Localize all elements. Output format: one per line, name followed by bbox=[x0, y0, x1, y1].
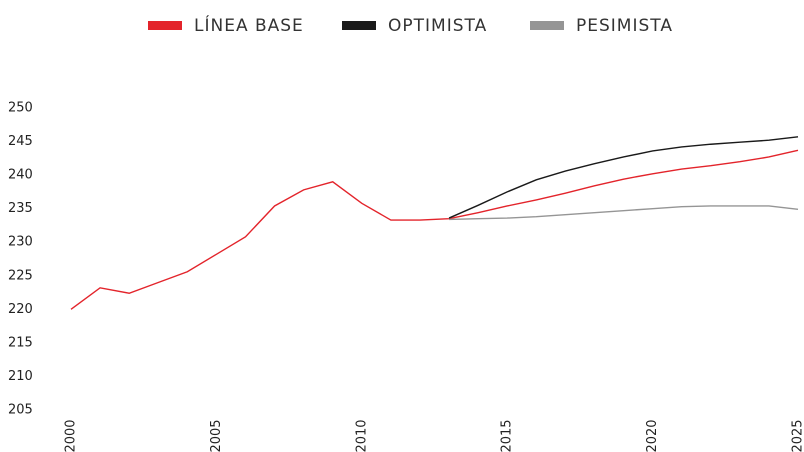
y-tick-label: 230 bbox=[8, 235, 33, 250]
legend-label: OPTIMISTA bbox=[388, 16, 487, 36]
x-tick-label: 2020 bbox=[645, 419, 660, 452]
legend-swatch bbox=[148, 21, 182, 30]
legend-swatch bbox=[342, 21, 376, 30]
legend-swatch bbox=[530, 21, 564, 30]
y-tick-label: 215 bbox=[8, 335, 33, 350]
legend-label: PESIMISTA bbox=[576, 16, 673, 36]
y-tick-label: 210 bbox=[8, 369, 33, 384]
line-series bbox=[449, 205, 799, 221]
y-tick-label: 220 bbox=[8, 302, 33, 317]
legend-label: LÍNEA BASE bbox=[194, 14, 304, 36]
x-tick-label: 2005 bbox=[209, 419, 224, 452]
y-tick-label: 205 bbox=[8, 403, 33, 418]
x-tick-label: 2015 bbox=[500, 419, 515, 452]
x-tick-label: 2010 bbox=[354, 419, 369, 452]
line-series bbox=[70, 149, 799, 310]
y-tick-label: 235 bbox=[8, 201, 33, 216]
y-tick-label: 225 bbox=[8, 268, 33, 283]
line-series bbox=[448, 136, 799, 219]
x-tick-label: 2025 bbox=[791, 419, 804, 452]
y-tick-label: 250 bbox=[8, 101, 33, 116]
x-tick-label: 2000 bbox=[64, 419, 79, 452]
y-tick-label: 240 bbox=[8, 168, 33, 183]
y-tick-label: 245 bbox=[8, 134, 33, 149]
